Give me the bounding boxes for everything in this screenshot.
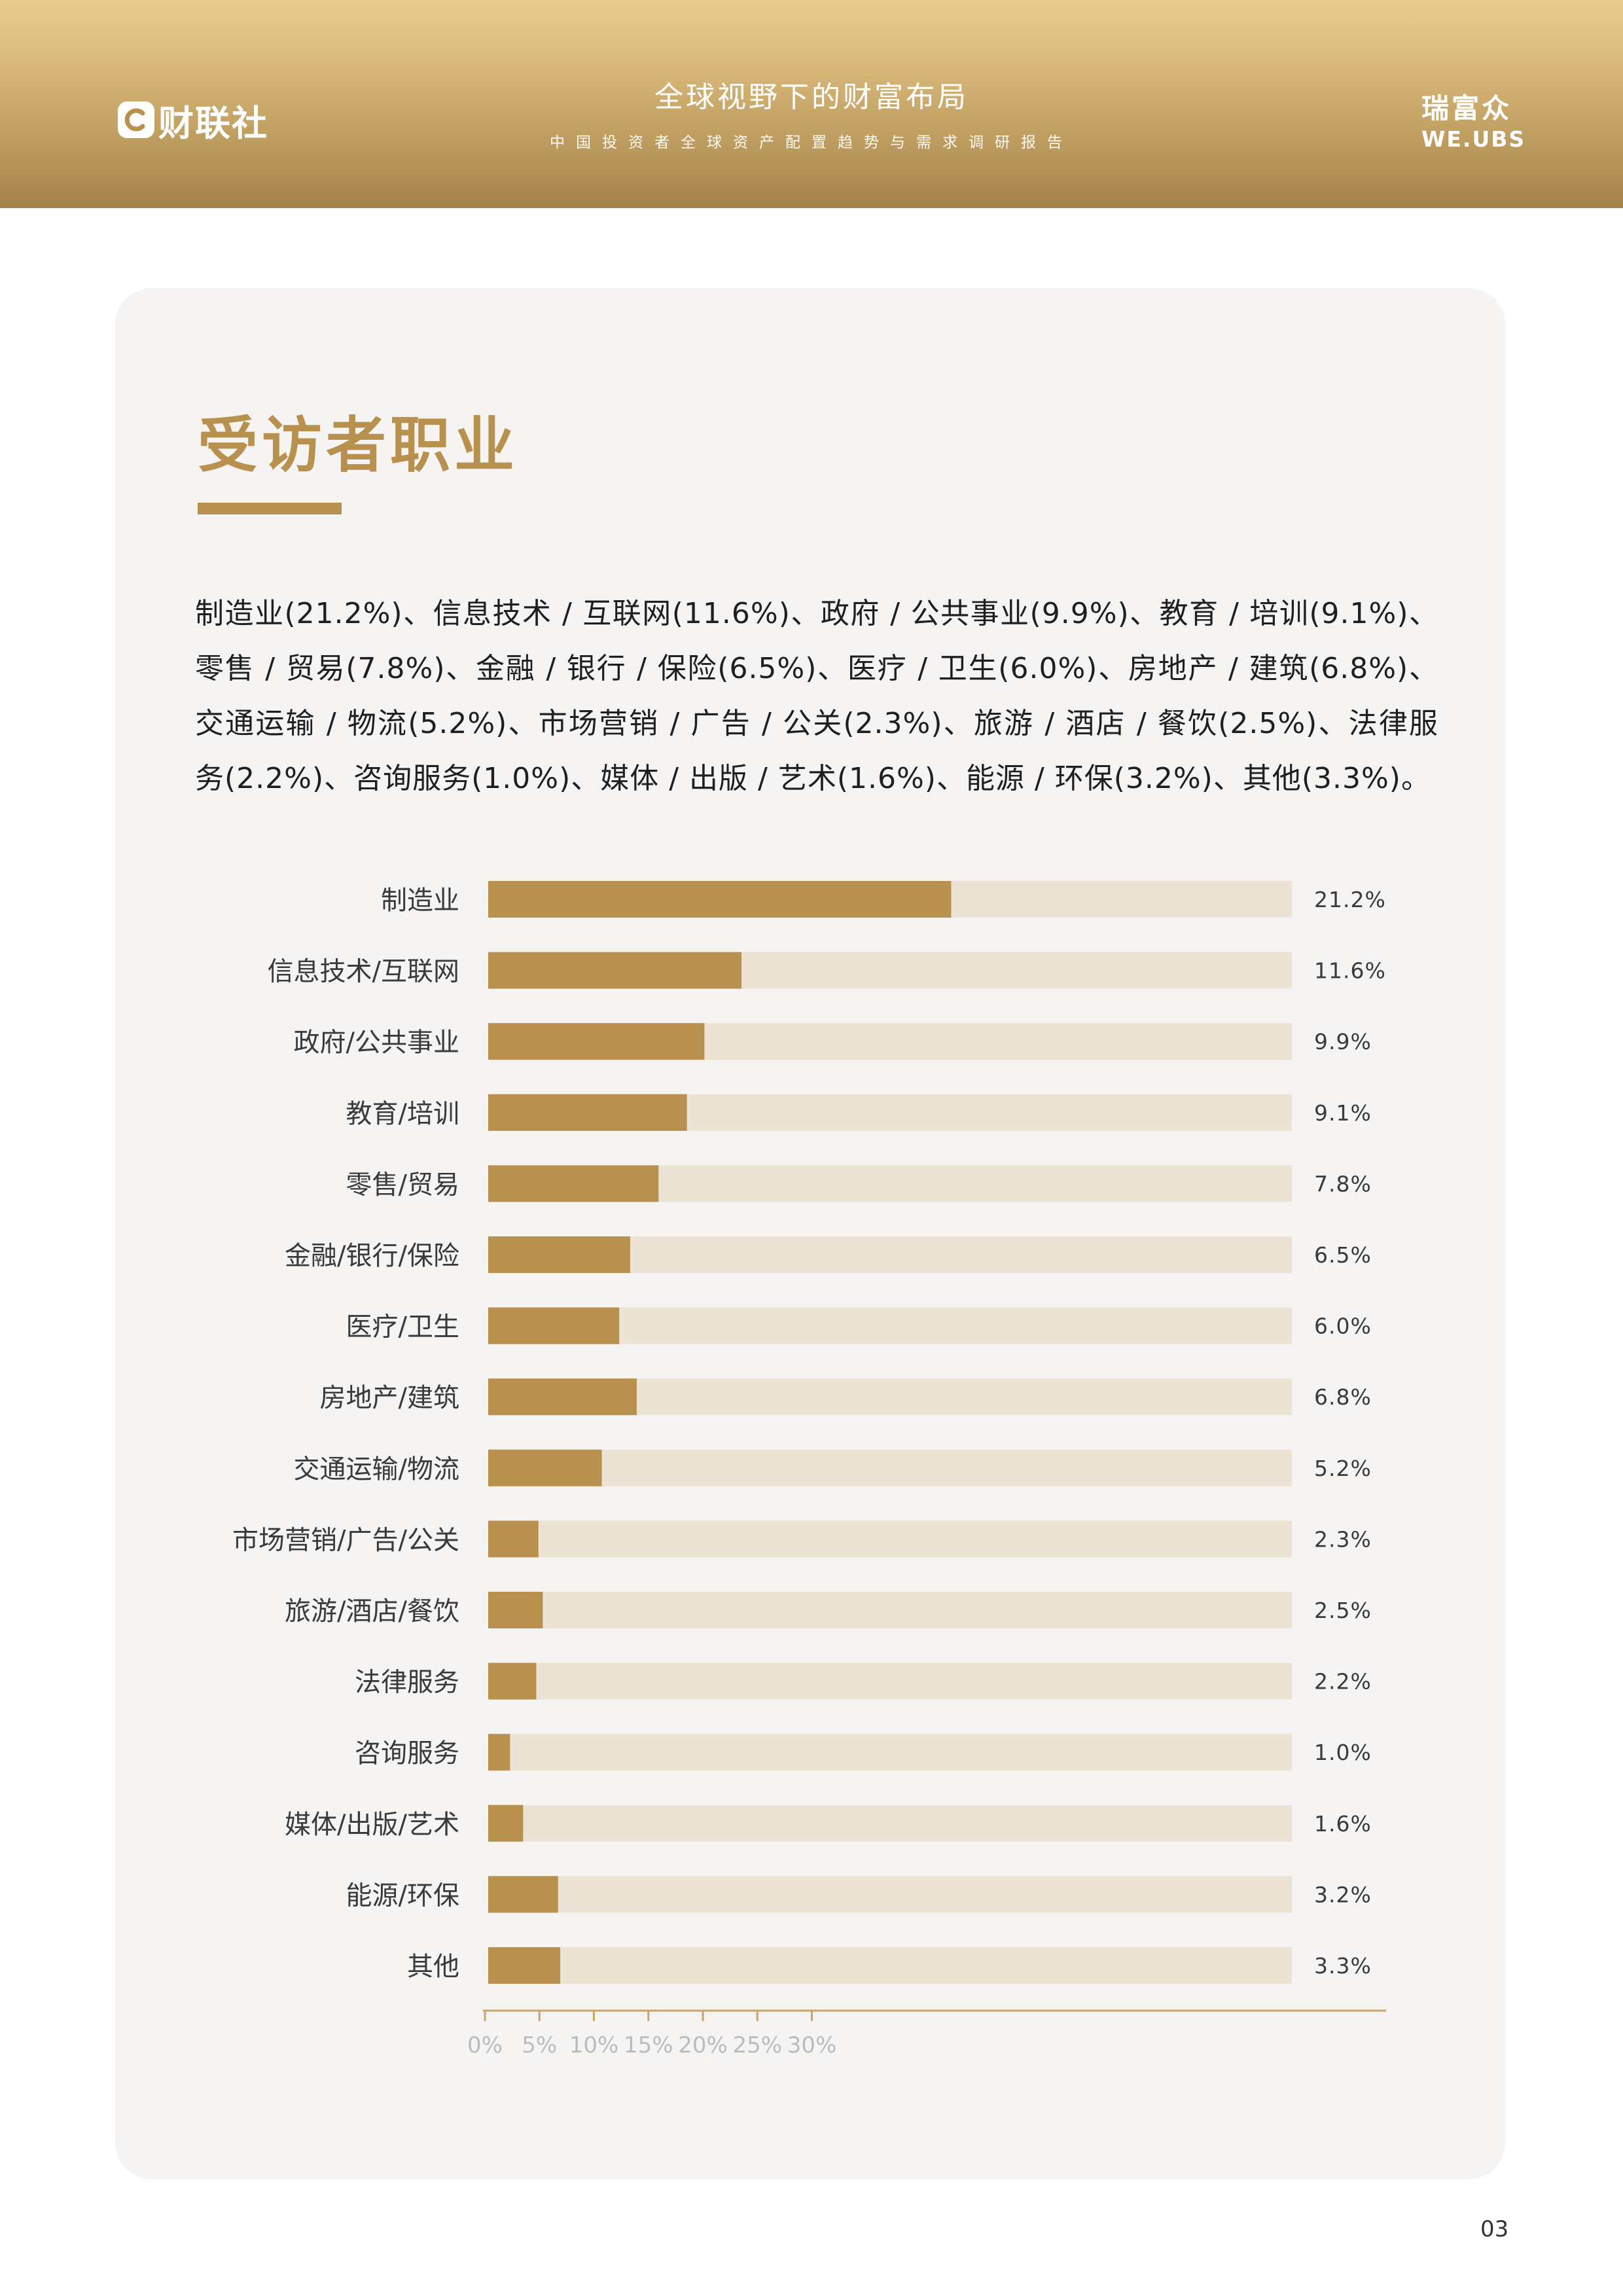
weubs-logo: 瑞富众 WE.UBS xyxy=(1421,86,1525,152)
brand-right-cn: 瑞富众 xyxy=(1421,92,1512,124)
cailianshe-logo: 财联社 xyxy=(118,90,268,149)
brand-right-en: WE.UBS xyxy=(1421,126,1526,152)
report-title-block: 全球视野下的财富布局 中国投资者全球资产配置趋势与需求调研报告 xyxy=(0,73,1623,152)
title-underline xyxy=(198,503,342,514)
content-card xyxy=(115,288,1505,2179)
report-header: 财联社 全球视野下的财富布局 中国投资者全球资产配置趋势与需求调研报告 瑞富众 … xyxy=(0,0,1623,208)
section-title: 受访者职业 xyxy=(198,410,519,480)
c-logo-icon xyxy=(118,101,154,138)
report-title: 全球视野下的财富布局 xyxy=(654,81,969,114)
page-number: 03 xyxy=(1480,2216,1509,2242)
section-intro: 制造业(21.2%)、信息技术 / 互联网(11.6%)、政府 / 公共事业(9… xyxy=(195,597,1438,795)
report-subtitle: 中国投资者全球资产配置趋势与需求调研报告 xyxy=(550,134,1073,151)
brand-left-text: 财联社 xyxy=(158,102,268,144)
